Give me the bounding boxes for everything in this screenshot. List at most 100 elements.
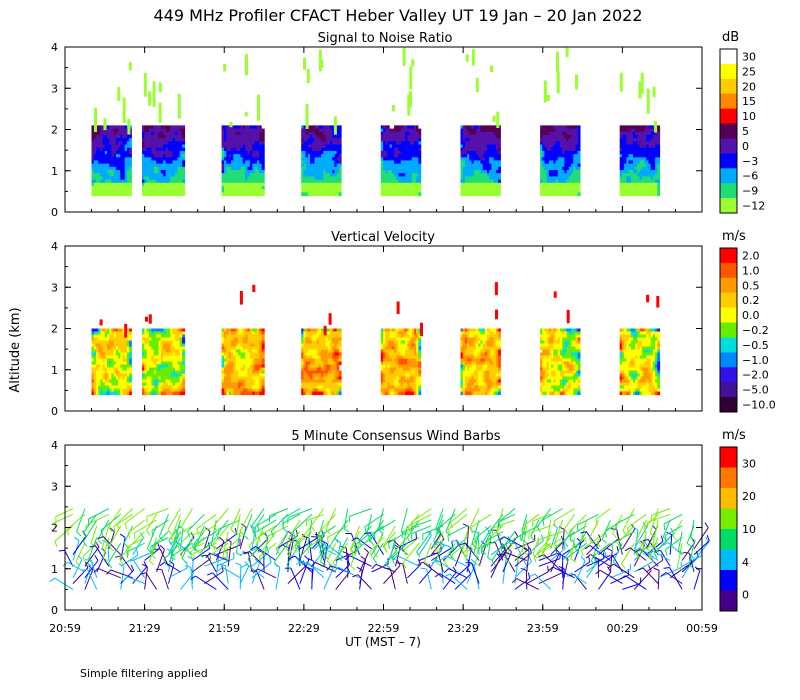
heatmap-cell	[252, 376, 256, 381]
heatmap-cell	[624, 176, 627, 181]
heatmap-cell	[635, 147, 638, 152]
heatmap-cell	[226, 334, 230, 339]
heatmap-cell	[224, 154, 227, 158]
heatmap-cell	[577, 176, 581, 181]
heatmap-cell	[637, 154, 641, 158]
heatmap-cell	[312, 131, 316, 136]
heatmap-cell	[630, 182, 634, 187]
heatmap-cell	[380, 192, 384, 197]
heatmap-cell	[113, 328, 117, 333]
heatmap-cell	[93, 138, 97, 142]
heatmap-cell	[383, 343, 386, 348]
heatmap-cell	[318, 128, 322, 133]
heatmap-cell	[332, 160, 335, 165]
heatmap-cell	[261, 170, 265, 174]
heatmap-cell	[113, 192, 117, 197]
heatmap-cell	[144, 147, 148, 152]
heatmap-cell	[252, 334, 256, 339]
heatmap-cell	[235, 189, 239, 193]
heatmap-cell	[301, 179, 304, 184]
heatmap-cell	[648, 160, 652, 165]
heatmap-cell	[637, 157, 641, 162]
heatmap-cell	[170, 388, 174, 393]
heatmap-cell	[544, 170, 548, 174]
heatmap-cell	[334, 373, 338, 378]
heatmap-cell	[109, 192, 112, 197]
heatmap-cell	[639, 163, 643, 168]
heatmap-cell	[165, 185, 169, 190]
heatmap-cell	[245, 144, 249, 149]
heatmap-cell	[247, 189, 251, 193]
heatmap-cell	[160, 364, 164, 369]
heatmap-cell	[553, 185, 557, 190]
heatmap-cell	[247, 331, 251, 336]
heatmap-cell	[325, 192, 329, 197]
heatmap-cell	[175, 166, 178, 171]
heatmap-cell	[118, 364, 121, 369]
heatmap-cell	[336, 141, 340, 146]
heatmap-cell	[307, 176, 311, 181]
heatmap-cell	[172, 173, 176, 177]
heatmap-cell	[151, 370, 155, 375]
heatmap-cell	[170, 160, 174, 165]
heatmap-cell	[385, 182, 389, 187]
heatmap-cell	[312, 154, 316, 158]
heatmap-cell	[149, 352, 152, 357]
heatmap-cell	[102, 185, 106, 190]
heatmap-cell	[165, 346, 169, 351]
heatmap-cell	[648, 141, 652, 146]
heatmap-cell	[562, 157, 565, 162]
heatmap-cell	[233, 138, 237, 142]
heatmap-cell	[312, 173, 316, 177]
heatmap-cell	[323, 388, 327, 393]
heatmap-cell	[142, 382, 145, 387]
heatmap-cell	[163, 373, 167, 378]
heatmap-cell	[163, 328, 167, 333]
heatmap-cell	[257, 147, 260, 152]
heatmap-cell	[249, 346, 253, 351]
heatmap-cell	[619, 150, 623, 155]
heatmap-cell	[170, 328, 174, 333]
heatmap-cell	[380, 361, 384, 366]
heatmap-cell	[149, 179, 152, 184]
heatmap-cell	[160, 379, 164, 384]
heatmap-cell	[254, 382, 258, 387]
heatmap-cell	[621, 176, 625, 181]
heatmap-cell	[619, 147, 623, 152]
heatmap-cell	[630, 138, 634, 142]
heatmap-cell	[113, 157, 117, 162]
heatmap-cell	[172, 192, 176, 197]
heatmap-cell	[641, 154, 645, 158]
heatmap-cell	[228, 367, 232, 372]
heatmap-cell	[641, 125, 645, 130]
heatmap-cell	[476, 154, 479, 158]
heatmap-cell	[307, 125, 311, 130]
heatmap-cell	[170, 346, 174, 351]
heatmap-cell	[151, 147, 155, 152]
heatmap-cell	[621, 131, 625, 136]
heatmap-cell	[142, 367, 145, 372]
heatmap-cell	[409, 147, 413, 152]
heatmap-cell	[633, 141, 636, 146]
heatmap-cell	[391, 163, 395, 168]
heatmap-cell	[411, 166, 415, 171]
heatmap-cell	[387, 138, 391, 142]
heatmap-cell	[235, 163, 239, 168]
heatmap-cell	[115, 340, 119, 345]
heatmap-cell	[633, 125, 636, 130]
heatmap-cell	[111, 185, 115, 190]
heatmap-cell	[321, 364, 324, 369]
heatmap-cell	[639, 154, 643, 158]
heatmap-cell	[464, 160, 468, 165]
heatmap-cell	[564, 166, 568, 171]
heatmap-cell	[149, 134, 152, 139]
heatmap-cell	[619, 154, 623, 158]
heatmap-cell	[107, 385, 110, 390]
heatmap-cell	[330, 179, 333, 184]
heatmap-cell	[249, 166, 253, 171]
heatmap-cell	[235, 154, 239, 158]
heatmap-cell	[144, 337, 148, 342]
heatmap-cell	[305, 349, 309, 354]
heatmap-cell	[383, 179, 386, 184]
heatmap-cell	[637, 150, 641, 155]
